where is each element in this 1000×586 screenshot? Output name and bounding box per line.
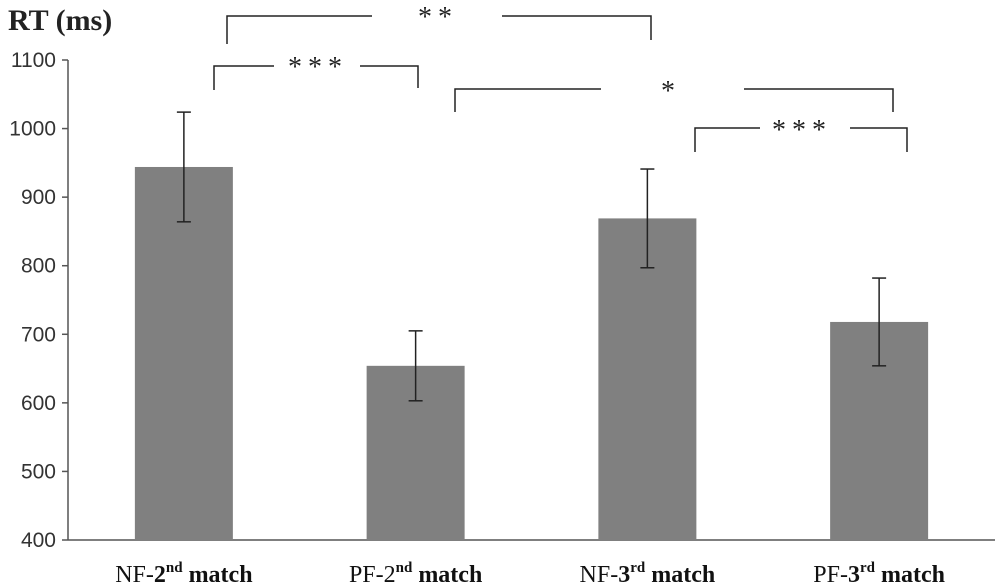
y-tick-label: 500	[21, 460, 56, 483]
x-category-label: PF-2nd match	[349, 560, 482, 586]
significance-bracket: **	[226, 2, 652, 44]
y-tick-label: 1100	[11, 49, 56, 72]
y-tick-label: 400	[21, 529, 56, 552]
x-category-label: NF-3rd match	[580, 560, 716, 586]
significance-bracket: *	[454, 76, 894, 112]
bars	[134, 166, 929, 540]
bar	[134, 166, 233, 540]
error-bar	[176, 111, 191, 223]
x-category-labels: NF-2nd match PF-2nd match NF-3rd match PF-3…	[115, 560, 945, 586]
significance-bracket: ***	[694, 115, 908, 152]
y-tick-label: 900	[21, 186, 56, 209]
significance-label: ***	[288, 52, 348, 83]
error-bar	[872, 277, 887, 367]
y-ticks: 400 500 600 700 800 900 1000 1100	[9, 49, 68, 552]
x-category-label: NF-2nd match	[115, 560, 252, 586]
y-tick-label: 800	[21, 255, 56, 278]
x-category-label: PF-3rd match	[813, 560, 945, 586]
significance-label: *	[661, 76, 681, 107]
error-bar	[640, 168, 655, 269]
error-bar	[408, 330, 423, 402]
y-tick-label: 700	[21, 323, 56, 346]
y-tick-label: 600	[21, 392, 56, 415]
significance-label: **	[418, 2, 458, 33]
significance-brackets: *********	[213, 2, 908, 152]
y-tick-label: 1000	[9, 118, 56, 141]
bar	[598, 218, 697, 540]
error-bars	[176, 111, 887, 402]
y-axis-title: RT (ms)	[8, 4, 112, 37]
significance-label: ***	[772, 115, 832, 146]
significance-bracket: ***	[213, 52, 419, 90]
